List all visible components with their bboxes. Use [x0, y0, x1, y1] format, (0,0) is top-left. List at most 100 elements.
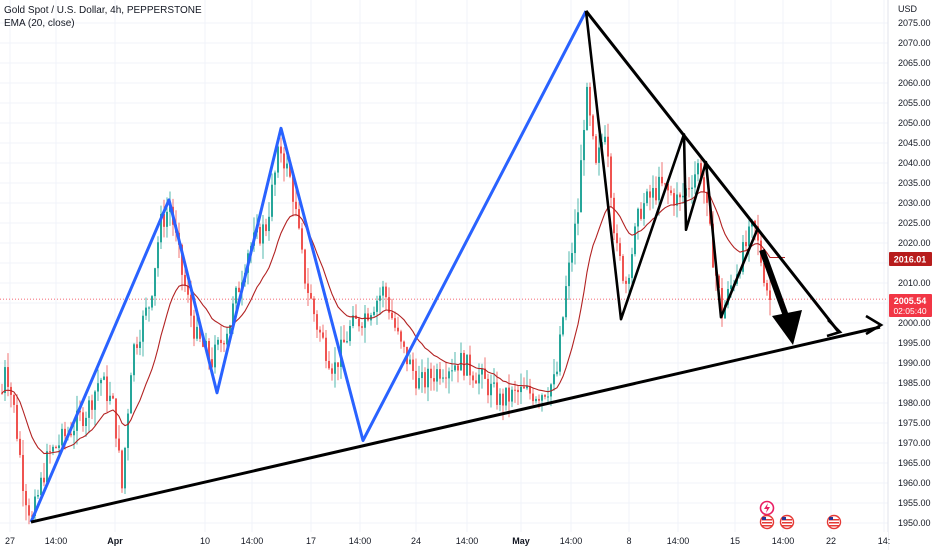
- candle: [487, 373, 489, 404]
- candle: [652, 175, 654, 209]
- candle: [109, 381, 111, 405]
- candle: [475, 372, 477, 384]
- lightning-icon[interactable]: [759, 500, 775, 516]
- candle: [466, 354, 468, 377]
- svg-text:02:05:40: 02:05:40: [893, 306, 926, 316]
- candle: [136, 336, 138, 355]
- candle: [220, 325, 222, 353]
- candle: [97, 369, 99, 401]
- candle: [673, 188, 675, 216]
- candle: [481, 363, 483, 389]
- candle: [634, 223, 636, 257]
- candle: [157, 236, 159, 277]
- candle: [142, 310, 144, 357]
- candle: [382, 280, 384, 308]
- price-tick-label: 2045.00: [898, 138, 931, 148]
- time-tick-label: 14:00: [456, 536, 479, 546]
- resistance-trendline: [584, 10, 840, 333]
- time-tick-label: 8: [626, 536, 631, 546]
- candle: [127, 408, 129, 461]
- candle: [622, 254, 624, 284]
- indicator-label[interactable]: EMA (20, close): [4, 18, 75, 29]
- candle: [295, 187, 297, 217]
- candle: [421, 359, 423, 393]
- candle: [316, 310, 318, 339]
- candle: [238, 281, 240, 293]
- candle: [13, 393, 15, 413]
- price-tick-label: 1975.00: [898, 418, 931, 428]
- candle: [19, 431, 21, 458]
- candle: [520, 373, 522, 404]
- chart-legend: Gold Spot / U.S. Dollar, 4h, PEPPERSTONE…: [4, 4, 202, 30]
- time-tick-label: 14:00: [560, 536, 583, 546]
- candle: [562, 316, 564, 337]
- us-flag-icon[interactable]: [759, 514, 775, 530]
- candle: [322, 324, 324, 340]
- candle: [748, 218, 750, 262]
- candle: [625, 276, 627, 294]
- candle: [694, 161, 696, 195]
- candle: [640, 202, 642, 221]
- candle: [394, 311, 396, 332]
- black-zigzag-drawing: [584, 10, 760, 321]
- candle: [574, 209, 576, 265]
- time-axis[interactable]: 27 14:00 Apr 10 14:00 17 14:00 24 14:00 May 14:00 8…: [0, 532, 890, 550]
- price-tick-label: 2000.00: [898, 318, 931, 328]
- time-tick-label: 17: [306, 536, 316, 546]
- candle: [145, 297, 147, 320]
- candle: [304, 248, 306, 290]
- blue-wave-drawing: [29, 10, 588, 523]
- candle: [4, 360, 6, 402]
- candle: [568, 251, 570, 300]
- candle: [313, 296, 315, 322]
- candle: [37, 489, 39, 499]
- time-tick-label: 14:00: [45, 536, 68, 546]
- time-tick-label: 14:: [878, 536, 891, 546]
- candle: [391, 298, 393, 320]
- candle: [454, 352, 456, 372]
- candle: [214, 335, 216, 374]
- candle: [139, 329, 141, 356]
- candle: [589, 82, 591, 127]
- candle: [319, 326, 321, 342]
- candle: [100, 377, 102, 396]
- candle: [508, 374, 510, 418]
- candle: [76, 395, 78, 445]
- candle: [430, 362, 432, 391]
- candle: [28, 498, 30, 525]
- candle: [427, 357, 429, 402]
- symbol-title[interactable]: Gold Spot / U.S. Dollar, 4h, PEPPERSTONE: [4, 5, 202, 16]
- last-price-tag: 2005.54 02:05:40: [889, 294, 932, 317]
- candle: [271, 173, 273, 222]
- candle: [679, 192, 681, 211]
- candle: [364, 305, 366, 343]
- price-tick-label: 2010.00: [898, 278, 931, 288]
- candle: [586, 82, 588, 131]
- candle: [541, 393, 543, 412]
- candle: [535, 396, 537, 404]
- candle: [439, 362, 441, 385]
- candle: [769, 276, 771, 316]
- candle: [1, 383, 3, 395]
- candle: [448, 367, 450, 394]
- price-axis[interactable]: 2075.00 2070.00 2065.00 2060.00 2055.00 2050.…: [887, 0, 932, 550]
- candle: [607, 123, 609, 168]
- candle: [235, 286, 237, 310]
- time-tick-label: 14:00: [241, 536, 264, 546]
- candle: [367, 307, 369, 322]
- candle: [442, 369, 444, 383]
- price-tick-label: 2025.00: [898, 218, 931, 228]
- us-flag-icon[interactable]: [779, 514, 795, 530]
- candle: [532, 387, 534, 406]
- price-tick-label: 2050.00: [898, 118, 931, 128]
- candle: [25, 483, 27, 521]
- candle: [631, 247, 633, 289]
- us-flag-icon[interactable]: [826, 514, 842, 530]
- candle: [280, 137, 282, 163]
- candle: [16, 394, 18, 442]
- candle: [697, 159, 699, 182]
- candle: [151, 295, 153, 311]
- candle: [217, 336, 219, 351]
- candle: [373, 306, 375, 317]
